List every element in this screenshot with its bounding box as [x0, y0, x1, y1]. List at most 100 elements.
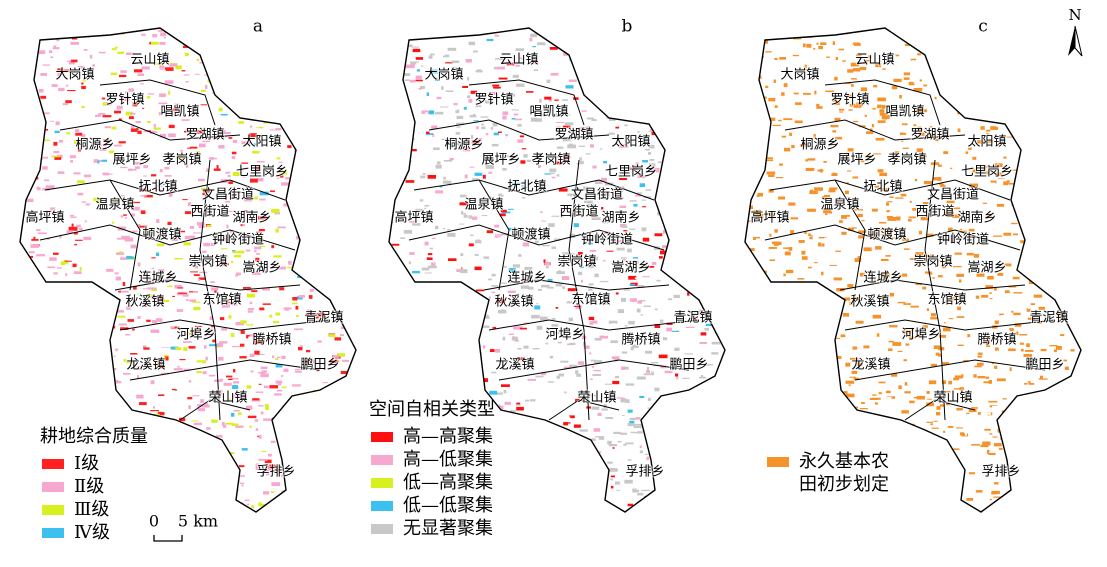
- town-label: 孝岗镇: [531, 153, 570, 168]
- texture-patch: [667, 93, 675, 95]
- texture-patch: [956, 427, 963, 429]
- texture-patch: [614, 357, 619, 362]
- texture-patch: [772, 296, 781, 301]
- texture-patch: [957, 344, 964, 346]
- texture-patch: [791, 382, 796, 386]
- texture-patch: [563, 52, 568, 56]
- texture-patch: [204, 345, 207, 349]
- texture-patch: [491, 144, 499, 147]
- texture-patch: [544, 173, 552, 175]
- texture-patch: [248, 133, 257, 138]
- texture-patch: [635, 67, 640, 70]
- texture-patch: [29, 435, 34, 439]
- texture-patch: [298, 295, 305, 298]
- texture-patch: [908, 219, 912, 222]
- texture-patch: [541, 218, 547, 221]
- texture-patch: [823, 209, 832, 214]
- texture-patch: [207, 452, 217, 457]
- texture-patch: [764, 341, 773, 344]
- township-boundary: [114, 279, 301, 291]
- texture-patch: [824, 499, 832, 504]
- texture-patch: [575, 307, 579, 309]
- texture-patch: [244, 499, 250, 501]
- texture-patch: [314, 492, 322, 494]
- town-label: 展坪乡: [837, 153, 876, 168]
- texture-patch: [501, 211, 511, 214]
- texture-patch: [581, 54, 584, 58]
- texture-patch: [463, 291, 473, 294]
- texture-patch: [710, 211, 718, 213]
- texture-patch: [502, 167, 507, 171]
- texture-patch: [624, 289, 630, 291]
- texture-patch: [820, 508, 826, 512]
- texture-patch: [479, 235, 486, 239]
- texture-patch: [707, 415, 713, 417]
- texture-patch: [853, 105, 862, 108]
- texture-patch: [939, 183, 943, 185]
- texture-patch: [916, 148, 923, 153]
- texture-patch: [1079, 345, 1081, 348]
- texture-patch: [926, 421, 934, 423]
- texture-patch: [173, 368, 183, 371]
- texture-patch: [792, 52, 801, 55]
- texture-patch: [143, 175, 147, 177]
- texture-patch: [589, 352, 592, 355]
- texture-patch: [73, 232, 78, 235]
- texture-patch: [494, 236, 502, 238]
- texture-patch: [954, 375, 963, 379]
- texture-patch: [993, 496, 1003, 498]
- texture-patch: [608, 444, 617, 447]
- texture-patch: [257, 338, 262, 341]
- texture-patch: [83, 236, 92, 241]
- texture-patch: [662, 337, 668, 341]
- texture-patch: [99, 298, 108, 301]
- texture-patch: [183, 341, 192, 343]
- texture-patch: [871, 208, 878, 212]
- texture-patch: [266, 473, 270, 476]
- texture-patch: [943, 151, 949, 155]
- texture-patch: [543, 386, 549, 390]
- texture-patch: [841, 231, 847, 235]
- texture-patch: [782, 509, 791, 512]
- texture-patch: [783, 247, 792, 249]
- texture-patch: [1038, 255, 1048, 258]
- texture-patch: [1012, 317, 1018, 320]
- texture-patch: [661, 122, 668, 124]
- texture-patch: [78, 65, 85, 69]
- texture-patch: [1003, 156, 1007, 159]
- texture-patch: [171, 56, 180, 58]
- texture-patch: [666, 107, 670, 109]
- texture-patch: [716, 403, 725, 406]
- texture-patch: [685, 326, 695, 328]
- texture-patch: [554, 238, 561, 241]
- texture-patch: [575, 398, 580, 402]
- texture-patch: [520, 279, 529, 282]
- texture-patch: [922, 405, 930, 410]
- texture-patch: [156, 252, 160, 257]
- texture-patch: [26, 137, 36, 141]
- texture-patch: [899, 273, 908, 277]
- town-label: 大岗镇: [780, 68, 819, 83]
- texture-patch: [894, 347, 902, 349]
- texture-patch: [918, 219, 928, 221]
- texture-patch: [28, 30, 32, 32]
- texture-patch: [1083, 296, 1086, 300]
- texture-patch: [418, 75, 421, 78]
- texture-patch: [585, 153, 591, 155]
- texture-patch: [968, 77, 976, 81]
- texture-patch: [1027, 189, 1033, 193]
- texture-patch: [983, 90, 990, 92]
- texture-patch: [264, 109, 268, 111]
- texture-patch: [855, 160, 861, 165]
- texture-patch: [972, 156, 977, 160]
- texture-patch: [597, 412, 602, 416]
- texture-patch: [263, 385, 269, 389]
- texture-patch: [184, 130, 190, 133]
- texture-patch: [53, 264, 59, 267]
- texture-patch: [611, 102, 620, 106]
- texture-patch: [886, 210, 890, 213]
- texture-patch: [777, 68, 782, 71]
- texture-patch: [482, 174, 486, 179]
- texture-patch: [783, 320, 790, 324]
